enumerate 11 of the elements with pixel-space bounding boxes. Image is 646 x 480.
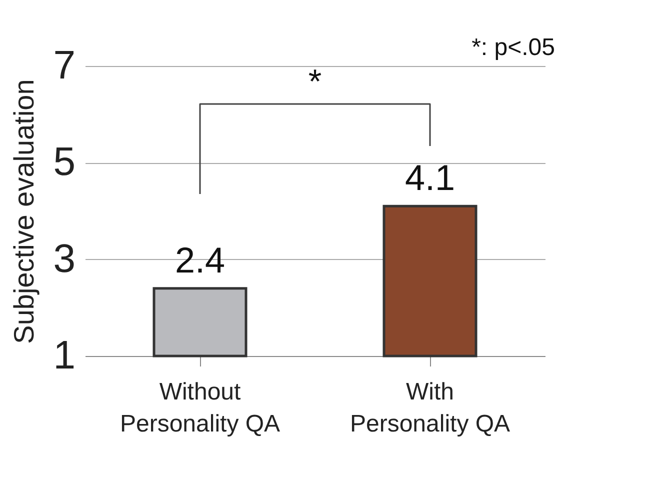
data-label: 4.1 (404, 157, 456, 198)
annotation: * (308, 63, 322, 101)
y-tick-label: 7 (53, 44, 76, 88)
y-tick-label: 3 (53, 236, 76, 281)
x-tick-label: With Personality QA (350, 378, 510, 438)
text: *: p<.05 (472, 34, 555, 61)
data-label: 2.4 (174, 239, 226, 280)
y-tick-label: 5 (53, 140, 76, 184)
x-tick-label: Without Personality QA (120, 378, 280, 438)
y-tick-label: 1 (53, 334, 76, 378)
y-axis-title: Subjective evaluation (8, 79, 40, 344)
